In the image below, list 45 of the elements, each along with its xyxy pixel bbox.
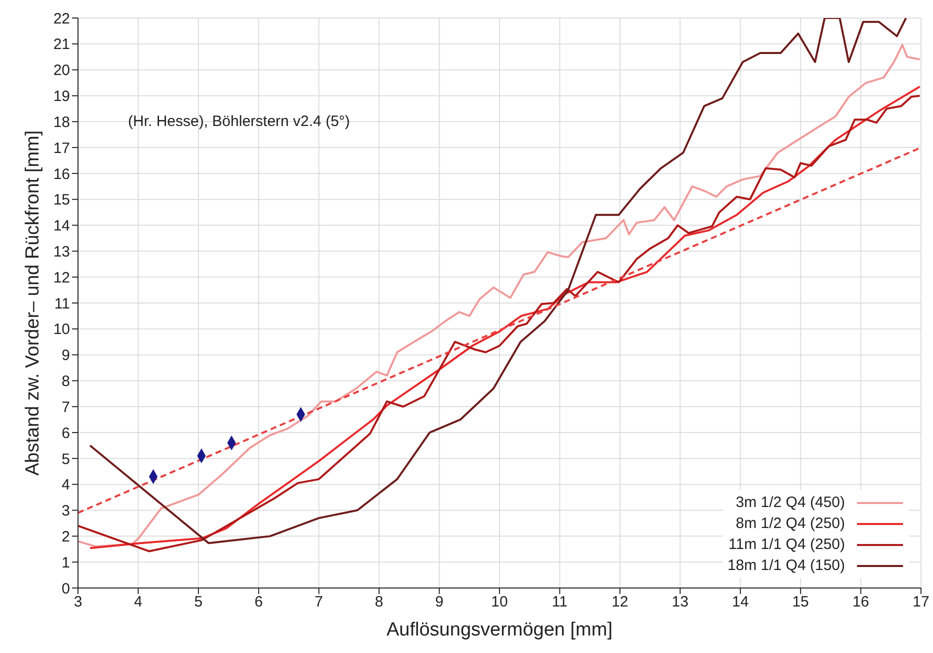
x-tick-label: 7 [314,594,324,611]
y-tick-label: 11 [54,295,70,312]
y-tick-label: 19 [53,88,70,106]
y-tick-label: 15 [53,192,70,209]
legend-label: 11m 1/1 Q4 (250) [728,536,845,553]
y-tick-label: 16 [53,166,70,183]
x-tick-label: 13 [672,594,688,611]
legend-label: 3m 1/2 Q4 (450) [736,494,845,511]
x-tick-label: 16 [852,594,870,611]
legend-label: 8m 1/2 Q4 (250) [736,515,845,532]
legend-label: 18m 1/1 Q4 (150) [727,557,845,574]
y-tick-label: 18 [53,114,70,131]
y-tick-label: 20 [53,62,70,80]
y-tick-label: 7 [62,398,70,416]
annotation: (Hr. Hesse), Böhlerstern v2.4 (5°) [128,113,350,130]
y-tick-label: 13 [53,244,70,261]
x-tick-label: 3 [74,594,82,611]
x-axis-title: Auflösungsvermögen [mm] [386,619,612,640]
y-tick-label: 1 [62,554,70,572]
y-tick-label: 14 [53,218,70,235]
x-tick-label: 11 [552,594,568,611]
y-tick-label: 12 [53,269,70,286]
x-tick-label: 15 [792,594,809,611]
x-tick-label: 10 [491,594,508,611]
x-tick-label: 14 [732,594,749,611]
y-tick-label: 2 [62,528,70,546]
y-tick-label: 10 [53,321,70,338]
y-tick-label: 3 [62,502,70,520]
y-tick-label: 5 [62,450,70,468]
y-tick-label: 9 [62,347,70,364]
x-tick-label: 12 [612,594,628,611]
x-tick-label: 5 [194,594,203,611]
x-tick-label: 9 [435,594,444,611]
y-tick-label: 6 [62,424,70,442]
y-tick-label: 22 [53,10,70,28]
x-tick-label: 6 [254,594,263,611]
x-tick-label: 4 [134,594,142,611]
y-tick-label: 21 [53,36,70,54]
x-tick-label: 17 [912,594,930,611]
y-tick-label: 8 [62,373,70,390]
y-tick-label: 4 [62,476,70,494]
y-axis-title: Abstand zw. Vorder– und Rückfront [mm] [22,130,44,476]
y-tick-label: 0 [62,580,70,598]
y-tick-label: 17 [53,140,70,157]
x-tick-label: 8 [374,594,384,611]
